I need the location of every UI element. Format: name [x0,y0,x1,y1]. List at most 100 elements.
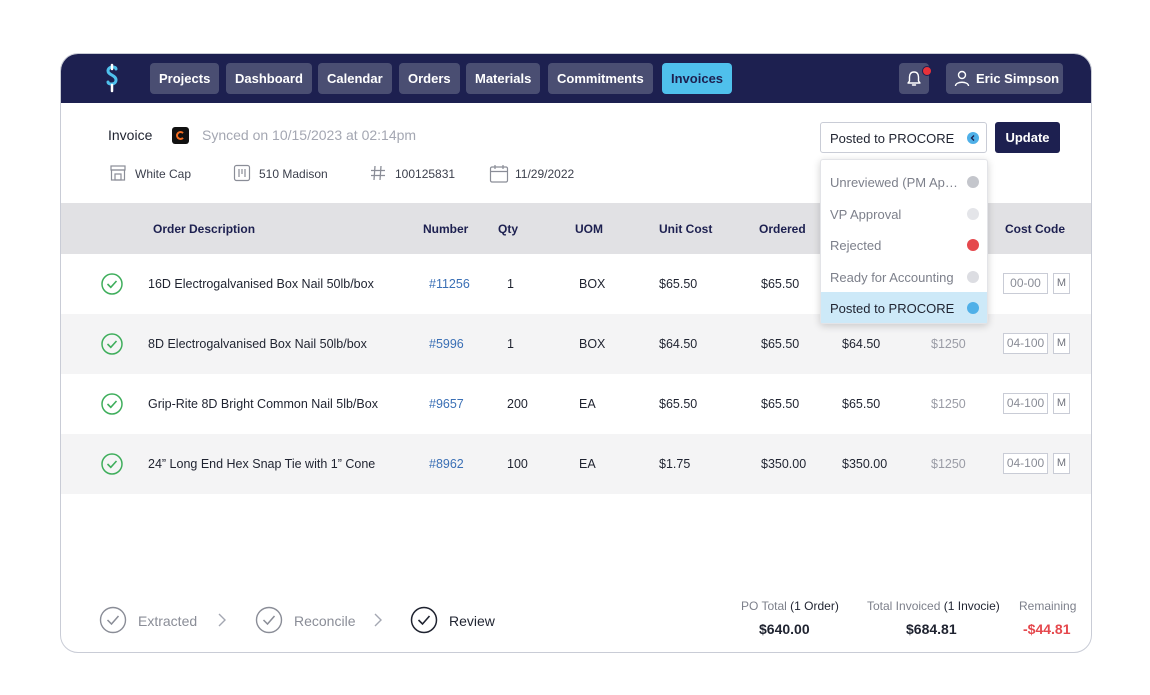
bell-icon [907,71,921,86]
po-total-label: PO Total (1 Order) [741,599,839,613]
row-qty: 100 [507,457,528,471]
cost-code-flag[interactable]: M [1053,333,1070,354]
row-order-link[interactable]: #5996 [429,337,464,351]
row-description: 16D Electrogalvanised Box Nail 50lb/box [148,277,374,291]
check-circle-icon [101,453,123,475]
status-select-value: Posted to PROCORE [830,131,955,146]
po-total-count: (1 Order) [790,599,839,613]
column-header[interactable]: Ordered [759,222,806,236]
chevron-right-icon [374,613,382,627]
chevron-right-icon [218,613,226,627]
status-option-vp-approval[interactable]: VP Approval [821,198,987,229]
table-row[interactable]: 16D Electrogalvanised Box Nail 50lb/box … [61,254,1091,314]
cost-code-flag[interactable]: M [1053,393,1070,414]
row-ordered: $350.00 [761,457,807,471]
row-uom: EA [579,457,596,471]
status-option-label: Unreviewed (PM Approval) [830,175,964,190]
status-select[interactable]: Posted to PROCORE [820,122,987,153]
cost-code-flag[interactable]: M [1053,453,1070,474]
row-ordered: $65.50 [761,337,800,351]
column-header[interactable]: Number [423,222,469,236]
invoiced-total-label: Total Invoiced (1 Invocie) [867,599,1000,613]
update-button[interactable]: Update [995,122,1060,153]
column-header[interactable]: UOM [575,222,603,236]
nav-invoices[interactable]: Invoices [662,63,733,94]
notification-badge [922,66,932,76]
column-header[interactable]: Qty [498,222,519,236]
remaining-value: -$44.81 [1023,621,1071,637]
table-row[interactable]: 24” Long End Hex Snap Tie with 1” Cone #… [61,434,1091,494]
cost-code-input[interactable]: 04-100 [1003,453,1048,474]
row-description: Grip-Rite 8D Bright Common Nail 5lb/Box [148,397,378,411]
nav-commitments[interactable]: Commitments [548,63,653,94]
status-option-label: Posted to PROCORE [830,301,955,316]
calendar-icon [489,165,509,183]
remaining-label: Remaining [1019,599,1077,613]
invoice-app: Projects Dashboard Calendar Orders Mater… [60,53,1092,653]
user-icon [954,70,970,87]
row-qty: 200 [507,397,528,411]
procore-logo-icon [172,127,189,144]
store-icon [110,165,126,181]
row-unit-cost: $65.50 [659,277,698,291]
row-order-link[interactable]: #9657 [429,397,464,411]
check-circle-icon [410,606,438,634]
nav-projects[interactable]: Projects [150,63,220,94]
column-header[interactable]: Unit Cost [659,222,713,236]
table-row[interactable]: Grip-Rite 8D Bright Common Nail 5lb/Box … [61,374,1091,434]
user-menu-button[interactable]: Eric Simpson [946,63,1063,94]
invoice-date: 11/29/2022 [515,167,575,181]
row-invoiced: $65.50 [842,397,881,411]
nav-orders[interactable]: Orders [399,63,460,94]
row-total: $1250 [931,397,966,411]
building-icon [233,164,251,182]
status-option-posted-to-procore[interactable]: Posted to PROCORE [821,292,987,323]
row-order-link[interactable]: #11256 [429,277,470,291]
status-option-rejected[interactable]: Rejected [821,229,987,260]
invoiced-total-title: Total Invoiced [867,599,941,613]
sync-status: Synced on 10/15/2023 at 02:14pm [202,127,417,143]
status-option-unreviewed[interactable]: Unreviewed (PM Approval) [821,166,987,197]
row-qty: 1 [507,277,514,291]
row-qty: 1 [507,337,514,351]
column-header[interactable]: Cost Code [1005,222,1065,236]
check-circle-icon [255,606,283,634]
nav-calendar[interactable]: Calendar [318,63,392,94]
row-total: $1250 [931,457,966,471]
row-unit-cost: $64.50 [659,337,698,351]
notifications-button[interactable] [899,63,932,94]
step-label: Review [449,613,495,629]
cost-code-input[interactable]: 00-00 [1003,273,1048,294]
top-navigation: Projects Dashboard Calendar Orders Mater… [61,54,1091,103]
row-uom: BOX [579,277,606,291]
chevron-left-icon [967,132,979,144]
status-dot-icon [967,176,979,188]
row-unit-cost: $1.75 [659,457,691,471]
row-ordered: $65.50 [761,397,800,411]
cost-code-input[interactable]: 04-100 [1003,393,1048,414]
row-uom: BOX [579,337,606,351]
check-circle-icon [101,273,123,295]
status-option-label: Ready for Accounting [830,270,954,285]
app-logo-icon[interactable] [101,63,123,93]
po-total-title: PO Total [741,599,787,613]
hash-icon [371,165,385,181]
nav-materials[interactable]: Materials [466,63,541,94]
po-total-value: $640.00 [759,621,810,637]
cost-code-input[interactable]: 04-100 [1003,333,1048,354]
project-name: 510 Madison [259,167,328,181]
row-unit-cost: $65.50 [659,397,698,411]
table-row[interactable]: 8D Electrogalvanised Box Nail 50lb/box #… [61,314,1091,374]
cost-code-flag[interactable]: M [1053,273,1070,294]
status-option-ready-for-accounting[interactable]: Ready for Accounting [821,261,987,292]
row-order-link[interactable]: #8962 [429,457,464,471]
page-title: Invoice [108,127,153,143]
column-header[interactable]: Order Description [153,222,256,236]
status-dot-icon [967,208,979,220]
nav-dashboard[interactable]: Dashboard [226,63,312,94]
status-dot-icon [967,239,979,251]
status-option-label: VP Approval [830,207,902,222]
status-dropdown-menu: Unreviewed (PM Approval) VP Approval Rej… [820,159,988,324]
vendor-name: White Cap [135,167,192,181]
user-name: Eric Simpson [976,71,1060,86]
